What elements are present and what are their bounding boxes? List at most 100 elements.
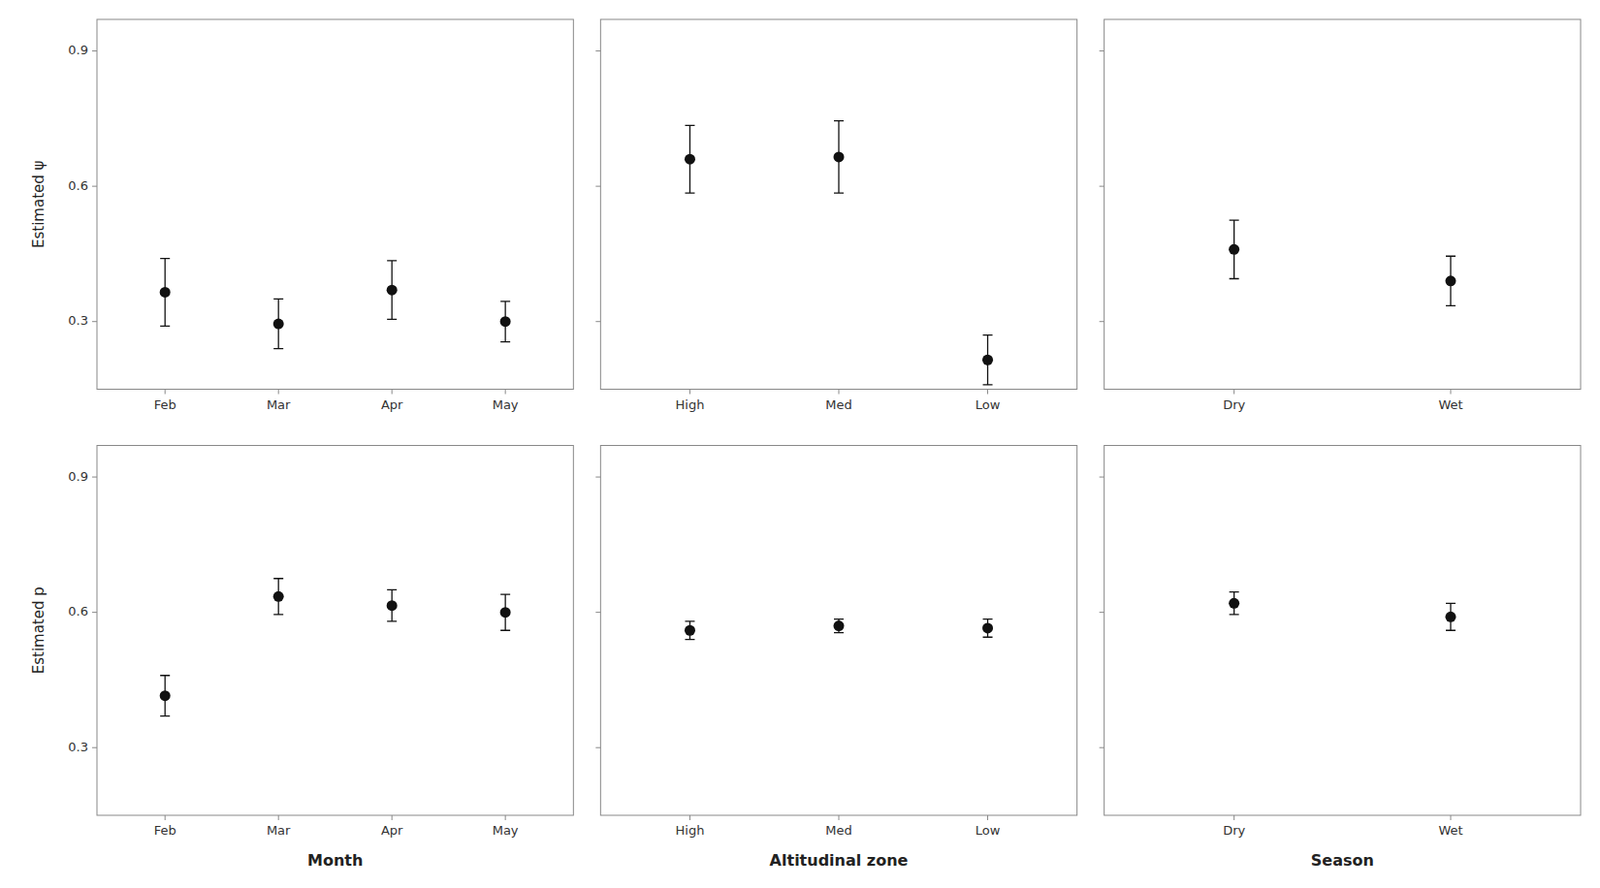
- marks: [1228, 220, 1456, 306]
- x-tick-label: Dry: [1222, 823, 1246, 838]
- x-tick: [987, 389, 989, 395]
- x-axis-label: Altitudinal zone: [769, 851, 909, 870]
- error-bar: [833, 121, 844, 193]
- x-tick: [838, 815, 840, 821]
- y-tick-label: 0.3: [67, 313, 89, 328]
- point: [1445, 275, 1457, 287]
- x-axis-label: Month: [307, 851, 363, 870]
- chart-container: 0.30.60.9FebMarAprMayEstimated ψHighMedL…: [0, 0, 1600, 888]
- panel: HighMedLowAltitudinal zone: [595, 446, 1077, 871]
- x-tick-label: May: [492, 397, 519, 413]
- point: [386, 600, 398, 611]
- point: [273, 319, 285, 330]
- y-tick: [1099, 477, 1105, 479]
- x-tick: [278, 389, 280, 395]
- point: [1228, 244, 1240, 256]
- point: [160, 690, 171, 702]
- x-tick: [278, 815, 280, 821]
- y-tick: [92, 477, 97, 479]
- x-tick: [164, 815, 166, 821]
- error-bar: [1229, 592, 1240, 615]
- y-tick: [1099, 186, 1105, 188]
- point: [684, 625, 696, 637]
- y-tick: [92, 320, 97, 322]
- x-tick-label: Dry: [1222, 397, 1246, 413]
- x-tick-label: Feb: [154, 823, 177, 838]
- x-tick-label: Mar: [266, 397, 291, 413]
- x-tick-label: High: [675, 823, 705, 838]
- plot-frame: [600, 19, 1077, 390]
- point: [982, 354, 993, 366]
- y-tick: [1099, 611, 1105, 613]
- error-bar: [386, 589, 397, 622]
- x-axis-label: Season: [1311, 851, 1375, 870]
- x-tick-label: Med: [825, 823, 852, 838]
- marks: [160, 578, 512, 717]
- x-tick: [391, 815, 393, 821]
- y-tick: [595, 477, 601, 479]
- x-tick: [1450, 389, 1452, 395]
- error-bar: [500, 301, 511, 343]
- point: [1445, 611, 1457, 623]
- y-tick-label: 0.6: [67, 604, 89, 619]
- error-bar: [1445, 603, 1456, 631]
- marks: [160, 258, 512, 350]
- x-tick: [987, 815, 989, 821]
- point: [1228, 598, 1240, 609]
- x-tick-label: Wet: [1438, 823, 1463, 838]
- point: [833, 151, 845, 162]
- x-tick-label: Apr: [381, 823, 404, 838]
- y-tick-label: 0.6: [67, 178, 89, 193]
- marks: [684, 121, 993, 385]
- point: [982, 622, 993, 634]
- x-tick-label: May: [492, 823, 519, 838]
- x-tick-label: Low: [975, 397, 1001, 413]
- y-tick: [92, 747, 97, 749]
- panel: 0.30.60.9FebMarAprMayEstimated pMonth: [30, 446, 574, 871]
- point: [500, 607, 512, 618]
- error-bar: [160, 258, 170, 327]
- x-tick-label: Apr: [381, 397, 404, 413]
- error-bar: [1229, 220, 1240, 279]
- y-axis-label: Estimated ψ: [30, 160, 48, 249]
- y-axis-label: Estimated p: [30, 586, 48, 674]
- y-tick-label: 0.9: [67, 469, 89, 484]
- x-tick: [164, 389, 166, 395]
- background: [0, 0, 1600, 888]
- y-tick: [92, 611, 97, 613]
- x-tick-label: High: [675, 397, 705, 413]
- y-tick: [1099, 50, 1105, 52]
- error-bar: [160, 675, 170, 717]
- x-tick-label: Feb: [154, 397, 177, 413]
- error-bar: [684, 621, 695, 640]
- point: [684, 154, 696, 165]
- panel: Dry Wet: [1099, 19, 1581, 413]
- error-bar: [1445, 256, 1456, 306]
- point: [833, 620, 845, 632]
- error-bar: [983, 335, 993, 385]
- x-tick: [391, 389, 393, 395]
- error-bar: [273, 298, 284, 349]
- x-tick: [689, 389, 691, 395]
- panel: 0.3 0.6 0.9 Feb Mar Apr May Estimated ψ: [30, 19, 574, 413]
- y-tick: [595, 747, 601, 749]
- x-tick: [1233, 815, 1235, 821]
- point: [500, 316, 512, 327]
- x-tick: [1450, 815, 1452, 821]
- error-bar: [983, 619, 993, 639]
- plot-frame: [1104, 19, 1581, 390]
- x-tick-label: Wet: [1438, 397, 1463, 413]
- marks: [684, 619, 993, 640]
- x-tick: [1233, 389, 1235, 395]
- error-bar: [273, 578, 284, 615]
- point: [273, 591, 285, 603]
- panel: HighMedLow: [595, 19, 1077, 413]
- error-bar: [833, 619, 844, 634]
- error-bar: [684, 125, 695, 193]
- plot-frame: [96, 19, 574, 390]
- y-tick-label: 0.9: [67, 42, 89, 58]
- plot-frame: [600, 446, 1077, 817]
- y-tick: [595, 50, 601, 52]
- marks: [1228, 592, 1456, 632]
- y-tick: [595, 320, 601, 322]
